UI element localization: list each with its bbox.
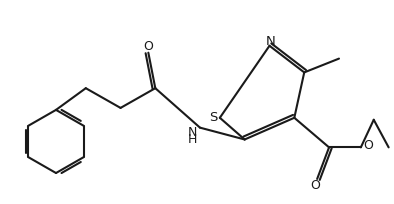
Text: O: O [143, 40, 153, 53]
Text: H: H [188, 133, 197, 146]
Text: O: O [363, 139, 373, 152]
Text: N: N [188, 126, 197, 139]
Text: N: N [266, 35, 275, 48]
Text: S: S [209, 111, 217, 124]
Text: O: O [310, 179, 320, 192]
